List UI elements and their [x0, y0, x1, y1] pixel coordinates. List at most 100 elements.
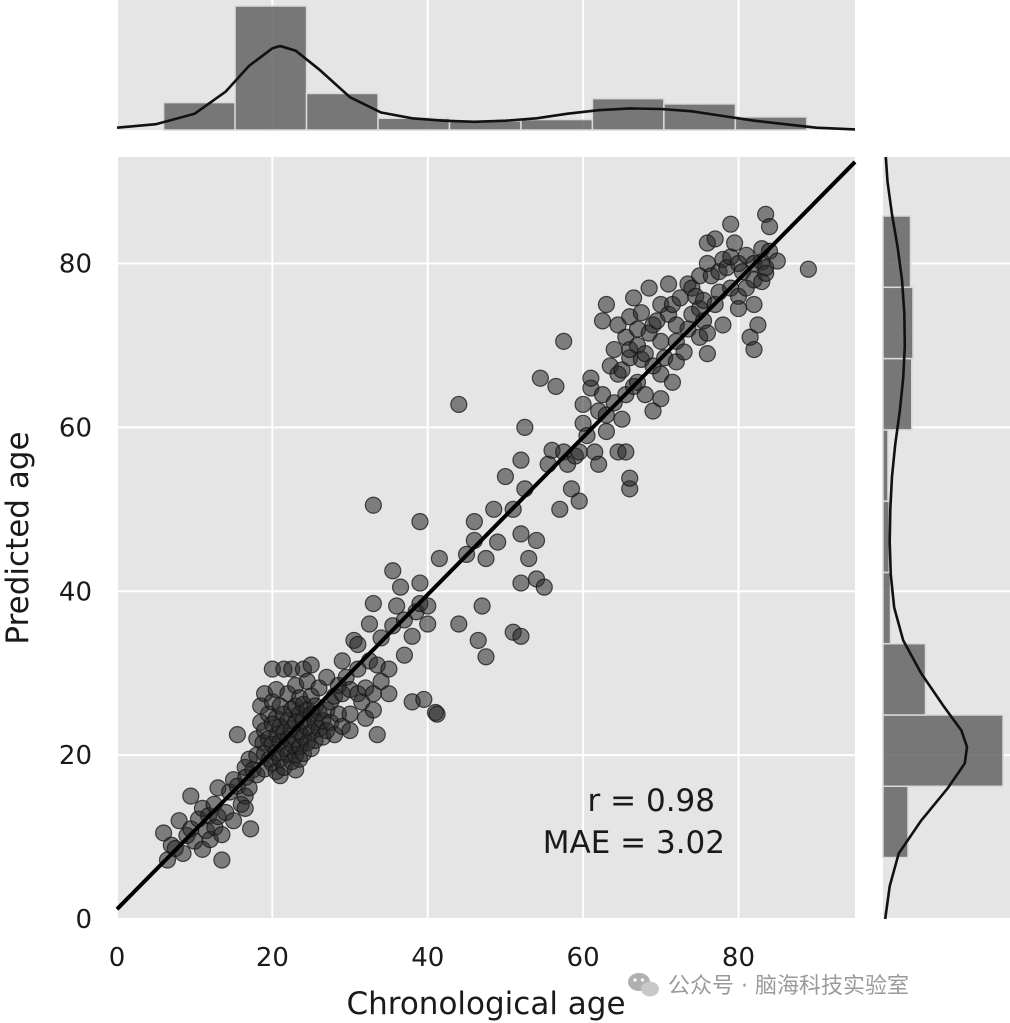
scatter-point	[224, 812, 243, 830]
scatter-point	[364, 594, 382, 613]
scatter-point	[659, 275, 678, 293]
y-tick-label: 80	[59, 250, 92, 280]
scatter-point	[450, 615, 468, 633]
scatter-point	[349, 660, 367, 678]
top-histogram-bar	[162, 101, 236, 131]
scatter-point	[617, 443, 635, 461]
y-tick-label: 60	[59, 413, 92, 443]
scatter-point	[496, 467, 515, 486]
scatter-point	[597, 422, 616, 441]
right-histogram-bar	[882, 286, 914, 360]
scatter-point	[349, 635, 367, 654]
scatter-point	[380, 660, 398, 678]
x-tick-label: 40	[411, 943, 444, 973]
scatter-point	[520, 549, 538, 568]
scatter-point	[636, 386, 654, 404]
wechat-icon	[628, 973, 659, 997]
regression-line	[115, 160, 857, 911]
scatter-point	[609, 316, 627, 334]
watermark: 公众号 · 脑海科技实验室	[628, 973, 909, 999]
right-histogram-bar	[882, 571, 892, 645]
scatter-point	[527, 531, 546, 550]
x-tick-label: 0	[109, 943, 126, 973]
scatter-point	[388, 597, 406, 615]
scatter-point	[368, 726, 386, 744]
scatter-point	[640, 279, 658, 297]
scatter-point	[302, 656, 320, 674]
x-axis-label: Chronological age	[346, 986, 625, 1022]
scatter-point	[675, 343, 693, 361]
scatter-point	[170, 812, 188, 830]
scatter-point	[155, 824, 173, 842]
scatter-point	[228, 726, 247, 744]
scatter-point	[562, 480, 581, 498]
scatter-point	[597, 295, 616, 314]
top-histogram-bar	[305, 92, 379, 131]
scatter-point	[372, 672, 390, 690]
scatter-point	[318, 668, 336, 686]
y-tick-label: 0	[75, 905, 92, 935]
scatter-point	[593, 312, 612, 330]
scatter-point	[428, 705, 446, 723]
scatter-point	[380, 685, 398, 703]
y-tick-label: 40	[59, 577, 92, 607]
scatter-point	[240, 779, 258, 797]
right-histogram-bar	[882, 357, 913, 431]
y-axis-label: Predicted age	[0, 431, 36, 644]
scatter-point	[450, 395, 468, 414]
top-kde-curve	[116, 44, 856, 131]
scatter-point	[516, 418, 534, 436]
scatter-point	[570, 492, 588, 510]
scatter-point	[430, 549, 448, 568]
scatter-point	[512, 627, 530, 645]
scatter-point	[605, 394, 623, 412]
scatter-point	[419, 615, 437, 633]
scatter-point	[698, 324, 717, 342]
scatter-point	[733, 263, 751, 281]
scatter-point	[644, 402, 662, 420]
right-histogram-bar	[882, 429, 889, 502]
annotation-r: r = 0.98	[588, 783, 715, 819]
scatter-point	[729, 299, 748, 318]
annotation-mae: MAE = 3.02	[543, 825, 725, 861]
right-histogram-bar	[882, 215, 912, 289]
scatter-point	[411, 574, 429, 592]
scatter-point	[411, 513, 429, 531]
scatter-point	[652, 365, 670, 383]
scatter-point	[364, 496, 382, 514]
scatter-point	[469, 631, 487, 650]
scatter-point	[485, 500, 503, 518]
x-tick-label: 80	[722, 943, 755, 973]
scatter-point	[512, 451, 530, 469]
scatter-point	[372, 629, 390, 647]
scatter-point	[555, 332, 573, 350]
scatter-point	[745, 295, 763, 314]
right-histogram-bar	[882, 642, 927, 716]
scatter-point	[213, 826, 231, 844]
scatter-point	[663, 373, 682, 391]
watermark-text: 公众号 · 脑海科技实验室	[668, 974, 909, 999]
scatter-point	[213, 851, 231, 869]
x-tick-label: 20	[256, 943, 289, 973]
right-marginal	[882, 156, 1010, 920]
scatter-point	[391, 578, 410, 596]
scatter-point	[768, 252, 786, 270]
scatter-point	[551, 500, 569, 518]
scatter-point	[613, 361, 631, 379]
main-panel: 0 20 40 60 80 0 20 40 60 80 r = 0.98 MAE = 3.02	[59, 157, 857, 973]
scatter-point	[333, 652, 351, 670]
scatter-point	[632, 304, 650, 322]
top-histogram-bar	[591, 97, 665, 131]
scatter-point	[722, 215, 740, 233]
top-marginal	[116, 0, 856, 131]
scatter-point	[745, 340, 763, 359]
scatter-point	[360, 615, 379, 633]
scatter-point	[512, 525, 530, 543]
scatter-point	[477, 648, 495, 666]
scatter-point	[415, 690, 433, 709]
scatter-point	[547, 377, 565, 396]
scatter-point	[636, 345, 654, 363]
scatter-point	[512, 574, 530, 592]
scatter-point	[621, 469, 639, 487]
scatter-point	[535, 578, 553, 596]
